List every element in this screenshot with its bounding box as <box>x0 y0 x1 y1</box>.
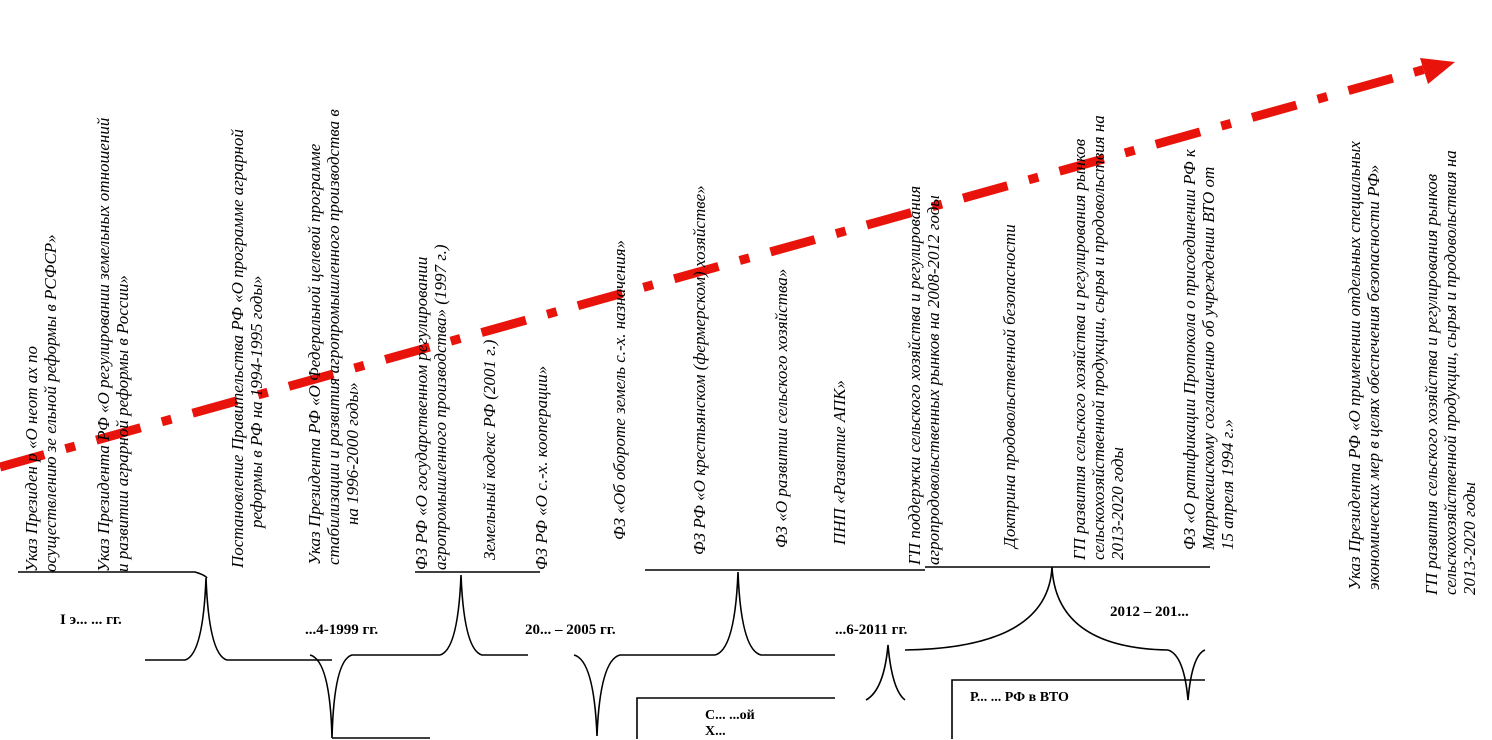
box-1-line-2: Х... <box>705 724 726 739</box>
doc-3-line-1: Постановление Правительства РФ «О програ… <box>228 129 247 568</box>
doc-1-line-2: осуществлению зе ельной реформы в РСФСР» <box>41 234 60 572</box>
doc-2-line-1: Указ Президента РФ «О регулировании земе… <box>94 117 113 572</box>
doc-12-line-2: агропродовольственных рынков на 2008-201… <box>924 195 943 565</box>
trend-line-stroke <box>0 60 1442 472</box>
doc-3-line-2: реформы в РФ на 1994-1995 годы» <box>247 275 266 528</box>
bracket-period-3-bottom <box>573 654 715 737</box>
box-2-outline <box>951 679 1205 739</box>
doc-16-line-2: экономических мер в целях обеспечения бе… <box>1364 164 1383 590</box>
doc-label-8: ФЗ «Об обороте земель с.-х. назначения» <box>610 240 629 540</box>
doc-8-line-1: ФЗ «Об обороте земель с.-х. назначения» <box>610 240 629 540</box>
bracket-period-1-cusp <box>145 577 332 661</box>
doc-17-line-3: 2013-2020 годы <box>1460 482 1479 595</box>
box-2-line-1: Р... ... РФ в ВТО <box>970 690 1069 705</box>
doc-label-7: ФЗ РФ «О с.-х. кооперации» <box>532 366 551 570</box>
period-label-5: 2012 – 201... <box>1110 604 1189 620</box>
doc-13-line-1: Доктрина продовольственной безопасности <box>1000 224 1019 548</box>
bracket-period-4-cusp <box>904 566 1169 651</box>
period-label-4: ...6-2011 гг. <box>835 622 908 638</box>
bracket-period-2-bottom <box>309 654 440 739</box>
doc-7-line-1: ФЗ РФ «О с.-х. кооперации» <box>532 365 551 570</box>
doc-5-line-2: агропромышленного производства» (1997 г.… <box>431 244 450 570</box>
doc-16-line-1: Указ Президента РФ «О применении отдельн… <box>1345 141 1364 590</box>
doc-label-1: Указ Президен р «О неот ах по осуществле… <box>22 234 60 572</box>
doc-label-13: Доктрина продовольственной безопасности <box>1000 224 1019 548</box>
bracket-period-4-bottom <box>865 644 906 701</box>
bracket-period-5-cusp <box>1167 649 1206 701</box>
doc-5-line-1: ФЗ РФ «О государственном регулировании <box>412 256 431 570</box>
box-label-2: Р... ... РФ в ВТО <box>970 690 1069 706</box>
period-label-1: I э... ... гг. <box>60 612 122 628</box>
bracket-period-1 <box>18 571 208 579</box>
doc-15-line-1: ФЗ «О ратификации Протокола о присоедине… <box>1180 149 1199 550</box>
doc-11-line-1: ПНП «Развитие АПК» <box>830 380 849 545</box>
bracket-period-3-cusp <box>714 571 835 656</box>
period-label-3: 20... – 2005 гг. <box>525 622 616 638</box>
trend-line <box>0 58 1455 472</box>
doc-4-line-2: стабилизации и развития агропромышленног… <box>324 109 343 565</box>
doc-label-9: ФЗ РФ «О крестьянском (фермерском) хозяй… <box>690 185 709 555</box>
doc-17-line-2: сельскохозяйственной продукции, сырья и … <box>1441 150 1460 595</box>
doc-label-12: ГП поддержки сельского хозяйства и регул… <box>905 186 943 565</box>
doc-label-14: ГП развития сельского хозяйства и регули… <box>1070 115 1127 560</box>
doc-10-line-1: ФЗ «О развитии сельского хозяйства» <box>772 268 791 548</box>
doc-14-line-2: сельскохозяйственной продукции, сырья и … <box>1089 115 1108 560</box>
box-1-line-1: С... ...ой <box>705 708 755 723</box>
doc-14-line-3: 2013-2020 годы <box>1108 447 1127 560</box>
doc-label-2: Указ Президента РФ «О регулировании земе… <box>94 118 132 572</box>
box-label-1: С... ...ой Х... <box>705 708 755 740</box>
doc-4-line-3: на 1996-2000 годы» <box>343 382 362 525</box>
doc-label-6: Земельный кодекс РФ (2001 г.) <box>480 340 499 560</box>
doc-1-line-1: Указ Президен р «О неот ах по <box>22 345 41 572</box>
box-1-outline <box>636 697 835 739</box>
doc-label-16: Указ Президента РФ «О применении отдельн… <box>1345 141 1383 590</box>
doc-6-line-1: Земельный кодекс РФ (2001 г.) <box>480 339 499 560</box>
doc-15-line-3: 15 апреля 1994 г.» <box>1218 419 1237 550</box>
doc-label-3: Постановление Правительства РФ «О програ… <box>228 129 266 568</box>
trend-arrow-head <box>1420 58 1455 84</box>
doc-label-10: ФЗ «О развитии сельского хозяйства» <box>772 269 791 548</box>
timeline-brackets <box>18 566 1210 739</box>
doc-label-15: ФЗ «О ратификации Протокола о присоедине… <box>1180 149 1237 550</box>
doc-2-line-2: и развитии аграрной реформы в России» <box>113 275 132 572</box>
doc-label-17: ГП развития сельского хозяйства и регули… <box>1422 150 1479 595</box>
doc-label-5: ФЗ РФ «О государственном регулировании а… <box>412 244 450 570</box>
period-label-2: ...4-1999 гг. <box>305 622 379 638</box>
doc-label-4: Указ Президента РФ «О Федеральной целево… <box>305 109 362 565</box>
bracket-period-2-cusp <box>439 574 528 656</box>
doc-4-line-1: Указ Президента РФ «О Федеральной целево… <box>305 143 324 565</box>
doc-9-line-1: ФЗ РФ «О крестьянском (фермерском) хозяй… <box>690 185 709 555</box>
doc-14-line-1: ГП развития сельского хозяйства и регули… <box>1070 138 1089 560</box>
doc-15-line-2: Марракешскому соглашению об учреждении В… <box>1199 166 1218 550</box>
doc-17-line-1: ГП развития сельского хозяйства и регули… <box>1422 173 1441 595</box>
doc-12-line-1: ГП поддержки сельского хозяйства и регул… <box>905 185 924 565</box>
doc-label-11: ПНП «Развитие АПК» <box>830 380 849 545</box>
